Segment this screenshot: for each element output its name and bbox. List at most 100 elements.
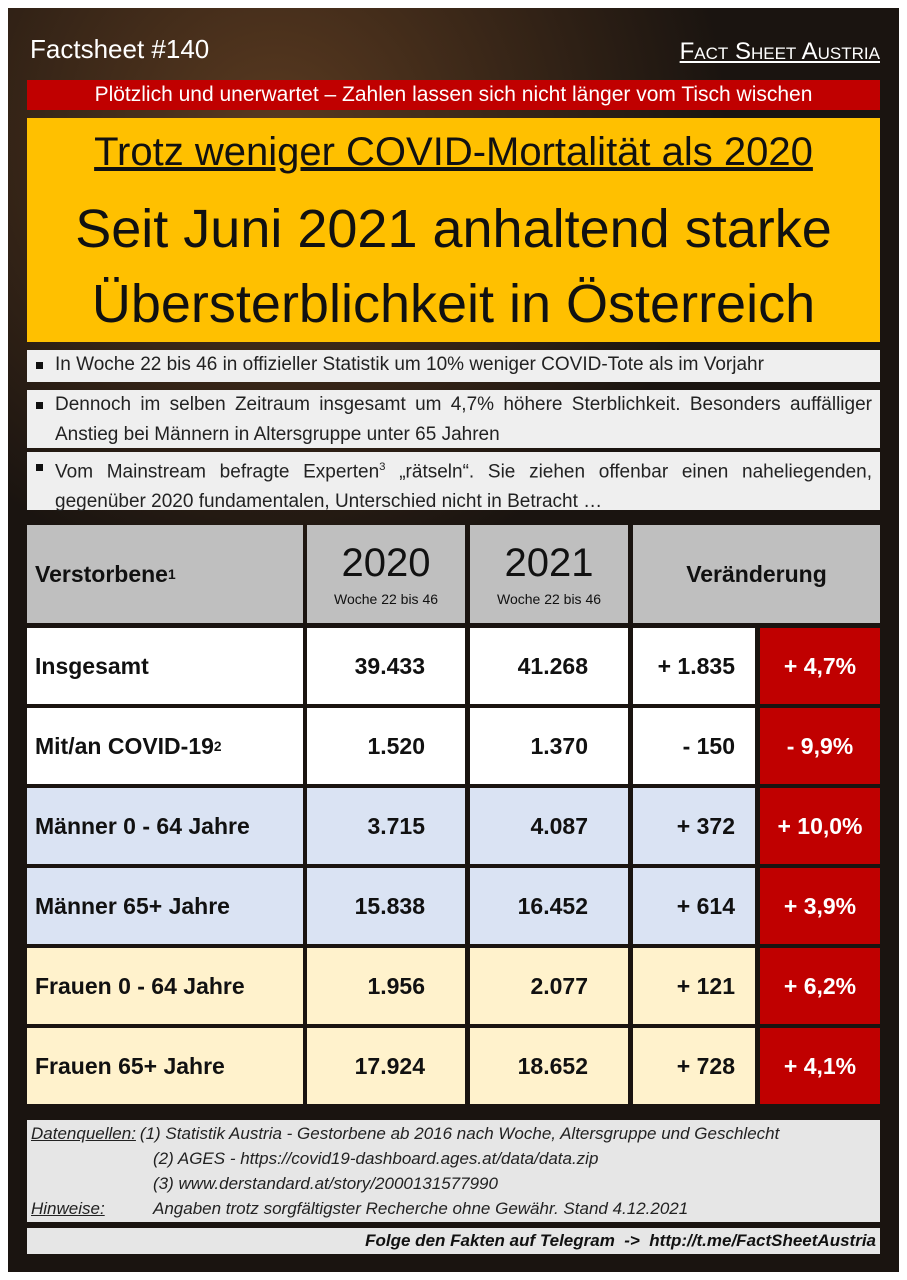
label: Männer 0 - 64 Jahre — [35, 812, 250, 839]
percent: + 3,9% — [783, 892, 857, 919]
header-label: Veränderung — [686, 560, 827, 587]
value-cell: 1.520 — [307, 708, 465, 784]
value-cell: 1.370 — [470, 708, 628, 784]
headline-box: Trotz weniger COVID-Mortalität als 2020 … — [27, 118, 880, 342]
percent: + 4,1% — [783, 1052, 857, 1079]
factsheet: Factsheet #140 Fact Sheet Austria Plötzl… — [8, 8, 899, 1272]
change: + 728 — [676, 1052, 735, 1079]
period: Woche 22 bis 46 — [496, 591, 602, 607]
header-label: Verstorbene — [35, 560, 168, 587]
value: 1.370 — [530, 732, 588, 759]
period: Woche 22 bis 46 — [333, 591, 439, 607]
label: Männer 65+ Jahre — [35, 892, 230, 919]
headline: Seit Juni 2021 anhaltend starke — [75, 199, 832, 259]
value: 2.077 — [530, 972, 588, 999]
header-cell: 2021 Woche 22 bis 46 — [470, 525, 628, 623]
value: 41.268 — [517, 652, 588, 679]
text: Vom Mainstream befragte Experten — [55, 461, 380, 483]
change: + 1.835 — [657, 652, 735, 679]
source-line: (3) www.derstandard.at/story/20001315779… — [153, 1172, 876, 1196]
source: (2) AGES - https://covid19-dashboard.age… — [153, 1149, 599, 1168]
value-cell: 39.433 — [307, 628, 465, 704]
source-line: Hinweise: Angaben trotz sorgfältigster Re… — [31, 1197, 876, 1221]
label: Frauen 65+ Jahre — [35, 1052, 225, 1079]
footnote-ref: 1 — [167, 566, 176, 582]
header-cell: 2020 Woche 22 bis 46 — [307, 525, 465, 623]
change-cell: + 614 — [633, 868, 755, 944]
row-label: Mit/an COVID-19 2 — [27, 708, 303, 784]
percent-cell: + 10,0% — [760, 788, 880, 864]
row-label: Männer 0 - 64 Jahre — [27, 788, 303, 864]
source-line: Datenquellen: (1) Statistik Austria - Ges… — [31, 1122, 876, 1146]
value: 4.087 — [530, 812, 588, 839]
year: 2021 — [504, 541, 594, 585]
value: 16.452 — [517, 892, 588, 919]
value: 17.924 — [354, 1052, 425, 1079]
label: Frauen 0 - 64 Jahre — [35, 972, 245, 999]
telegram-link: Folge den Fakten auf Telegram -> http://… — [27, 1228, 880, 1254]
value: 18.652 — [517, 1052, 588, 1079]
change-cell: + 1.835 — [633, 628, 755, 704]
change: + 372 — [676, 812, 735, 839]
percent-cell: + 4,1% — [760, 1028, 880, 1104]
value: 1.956 — [367, 972, 425, 999]
headline: Trotz weniger COVID-Mortalität als 2020 — [94, 130, 813, 174]
percent: + 4,7% — [783, 652, 857, 679]
brand: Fact Sheet Austria — [679, 38, 880, 65]
value-cell: 18.652 — [470, 1028, 628, 1104]
value-cell: 2.077 — [470, 948, 628, 1024]
footnote-ref: 3 — [379, 461, 386, 473]
change: + 614 — [676, 892, 735, 919]
notes: Angaben trotz sorgfältigster Recherche o… — [153, 1199, 689, 1218]
value-cell: 16.452 — [470, 868, 628, 944]
sources-label: Datenquellen: — [31, 1124, 136, 1143]
percent-cell: + 3,9% — [760, 868, 880, 944]
notes-label: Hinweise: — [31, 1199, 105, 1218]
value: 3.715 — [367, 812, 425, 839]
percent: + 6,2% — [783, 972, 857, 999]
header-cell: Veränderung — [633, 525, 880, 623]
change-cell: + 728 — [633, 1028, 755, 1104]
row-label: Frauen 65+ Jahre — [27, 1028, 303, 1104]
change: + 121 — [676, 972, 735, 999]
percent: + 10,0% — [777, 812, 863, 839]
percent: - 9,9% — [786, 732, 854, 759]
value: 1.520 — [367, 732, 425, 759]
row-label: Insgesamt — [27, 628, 303, 704]
bullet: Vom Mainstream befragte Experten3 „rätse… — [27, 452, 880, 513]
factsheet-number: Factsheet #140 — [30, 34, 210, 64]
row-label: Frauen 0 - 64 Jahre — [27, 948, 303, 1024]
percent-cell: + 6,2% — [760, 948, 880, 1024]
value: 15.838 — [354, 892, 425, 919]
text: Dennoch im selben Zeitraum insgesamt um … — [55, 394, 872, 445]
footnote-ref: 2 — [213, 738, 222, 754]
source-line: (2) AGES - https://covid19-dashboard.age… — [153, 1147, 876, 1171]
value: 39.433 — [354, 652, 425, 679]
value-cell: 1.956 — [307, 948, 465, 1024]
text: In Woche 22 bis 46 in offizieller Statis… — [55, 354, 764, 375]
value-cell: 17.924 — [307, 1028, 465, 1104]
source: (1) Statistik Austria - Gestorbene ab 20… — [139, 1124, 780, 1143]
value-cell: 41.268 — [470, 628, 628, 704]
value-cell: 3.715 — [307, 788, 465, 864]
label: Insgesamt — [35, 652, 149, 679]
header-cell: Verstorbene 1 — [27, 525, 303, 623]
banner: Plötzlich und unerwartet – Zahlen lassen… — [27, 80, 880, 110]
value-cell: 15.838 — [307, 868, 465, 944]
source: (3) www.derstandard.at/story/20001315779… — [153, 1174, 498, 1193]
bullet: In Woche 22 bis 46 in offizieller Statis… — [27, 350, 880, 382]
bullet: Dennoch im selben Zeitraum insgesamt um … — [27, 390, 880, 448]
text: „rätseln“. Sie ziehen offenbar einen nah… — [55, 461, 873, 513]
percent-cell: + 4,7% — [760, 628, 880, 704]
percent-cell: - 9,9% — [760, 708, 880, 784]
change-cell: + 121 — [633, 948, 755, 1024]
change-cell: + 372 — [633, 788, 755, 864]
change-cell: - 150 — [633, 708, 755, 784]
row-label: Männer 65+ Jahre — [27, 868, 303, 944]
change: - 150 — [682, 732, 735, 759]
value-cell: 4.087 — [470, 788, 628, 864]
sources-box: Datenquellen: (1) Statistik Austria - Ges… — [27, 1120, 880, 1222]
year: 2020 — [341, 541, 431, 585]
label: Mit/an COVID-19 — [35, 732, 214, 759]
